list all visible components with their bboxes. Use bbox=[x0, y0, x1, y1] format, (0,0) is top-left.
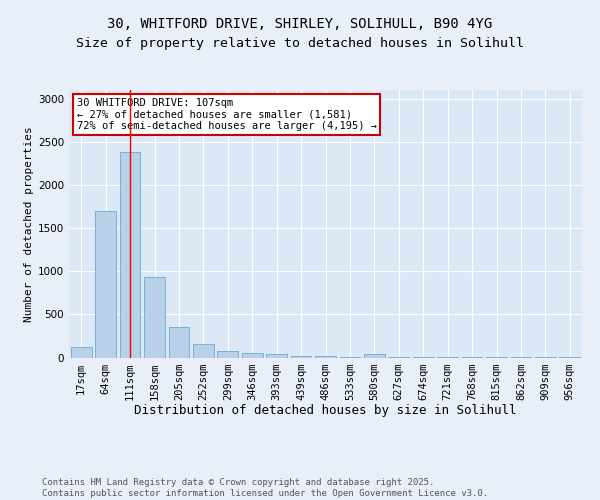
Bar bbox=[266, 354, 287, 358]
X-axis label: Distribution of detached houses by size in Solihull: Distribution of detached houses by size … bbox=[134, 404, 517, 417]
Text: Contains HM Land Registry data © Crown copyright and database right 2025.
Contai: Contains HM Land Registry data © Crown c… bbox=[42, 478, 488, 498]
Text: Size of property relative to detached houses in Solihull: Size of property relative to detached ho… bbox=[76, 38, 524, 51]
Bar bbox=[340, 356, 361, 358]
Bar bbox=[71, 346, 92, 358]
Bar bbox=[119, 152, 140, 358]
Bar bbox=[315, 356, 336, 358]
Text: 30, WHITFORD DRIVE, SHIRLEY, SOLIHULL, B90 4YG: 30, WHITFORD DRIVE, SHIRLEY, SOLIHULL, B… bbox=[107, 18, 493, 32]
Y-axis label: Number of detached properties: Number of detached properties bbox=[24, 126, 34, 322]
Bar bbox=[144, 277, 165, 357]
Bar bbox=[364, 354, 385, 358]
Bar bbox=[242, 353, 263, 358]
Text: 30 WHITFORD DRIVE: 107sqm
← 27% of detached houses are smaller (1,581)
72% of se: 30 WHITFORD DRIVE: 107sqm ← 27% of detac… bbox=[77, 98, 377, 131]
Bar bbox=[193, 344, 214, 358]
Bar bbox=[95, 211, 116, 358]
Bar bbox=[217, 350, 238, 358]
Bar bbox=[169, 328, 190, 358]
Bar bbox=[290, 356, 311, 358]
